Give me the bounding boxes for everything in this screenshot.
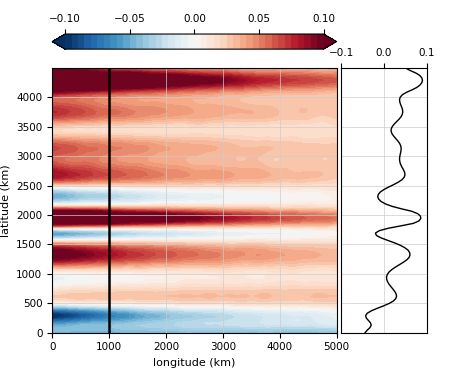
X-axis label: longitude (km): longitude (km): [153, 358, 236, 368]
PathPatch shape: [52, 34, 65, 49]
PathPatch shape: [324, 34, 337, 49]
Y-axis label: latitude (km): latitude (km): [0, 164, 10, 237]
